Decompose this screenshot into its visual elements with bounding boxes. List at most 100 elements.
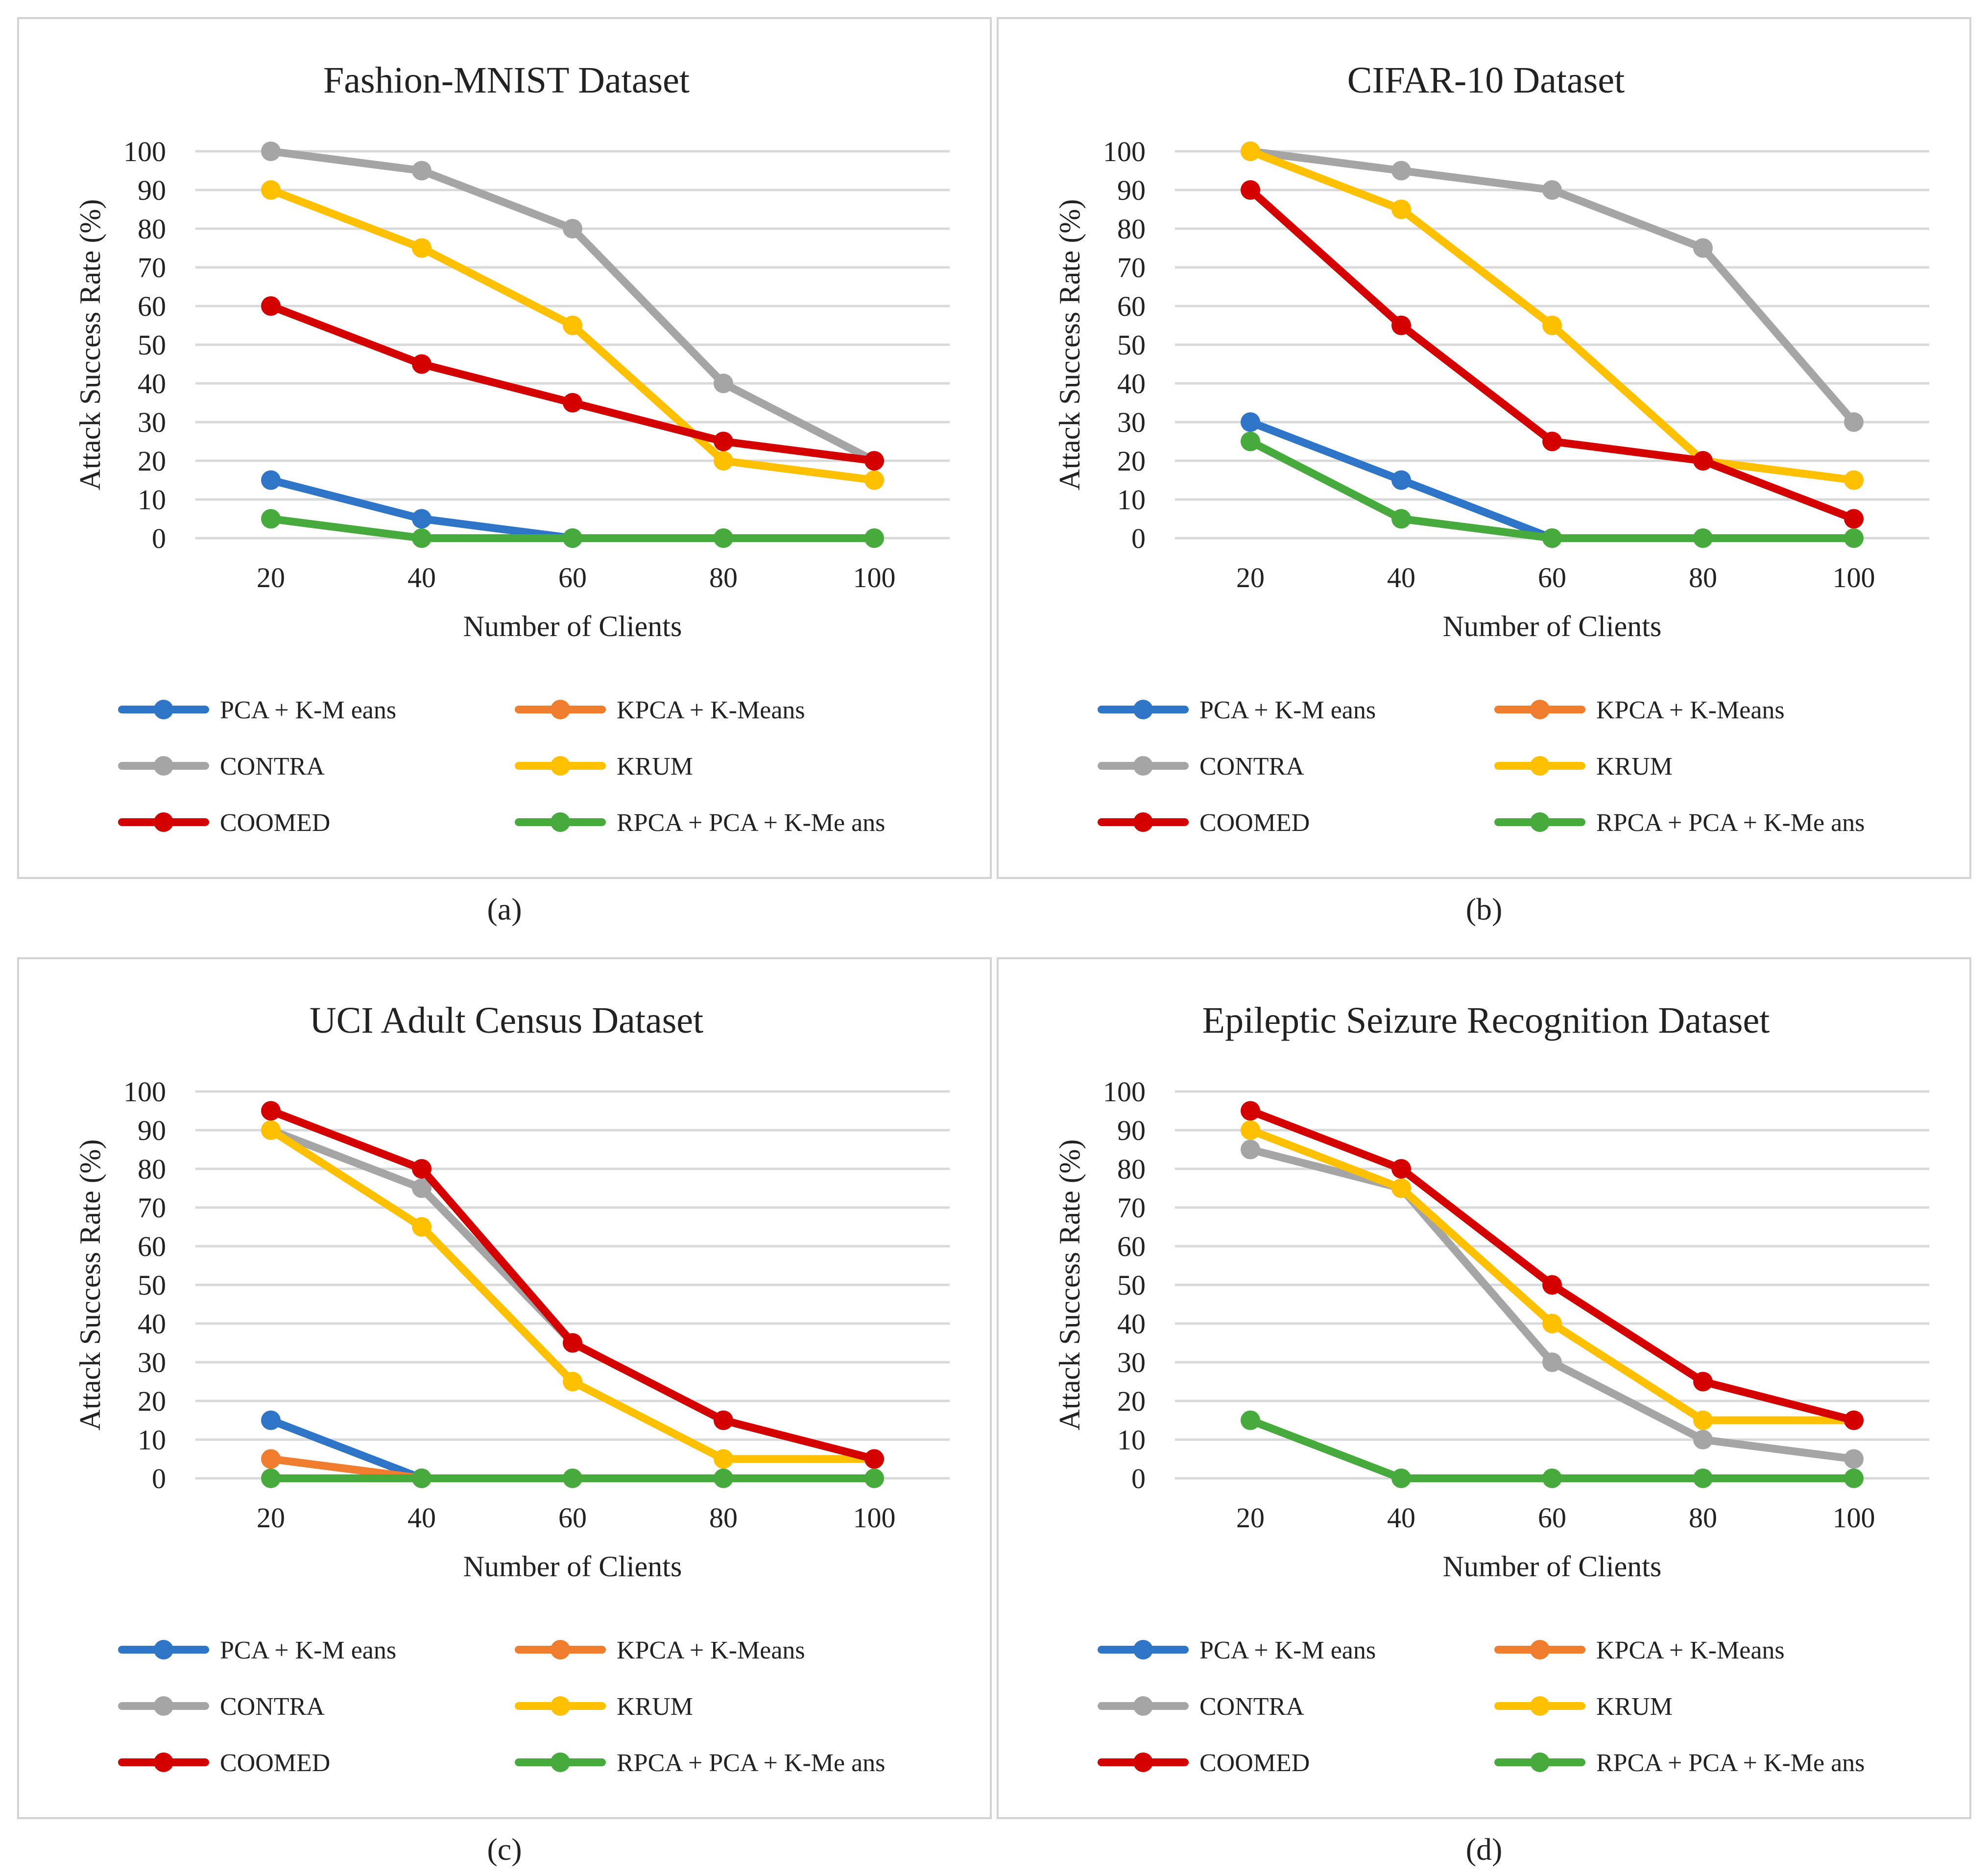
x-tick-label: 80: [709, 562, 738, 593]
legend-item-rpca-pca-k-means: RPCA + PCA + K-Me ans: [1494, 809, 1865, 837]
data-point: [1542, 180, 1562, 200]
y-tick-label: 90: [1117, 174, 1146, 206]
y-tick-label: 10: [138, 1424, 166, 1456]
x-axis-label: Number of Clients: [1443, 610, 1662, 642]
data-point: [714, 1449, 733, 1469]
series-rpca-pca-k-means: [1241, 431, 1864, 548]
data-point: [563, 315, 582, 335]
x-tick-label: 20: [257, 562, 285, 593]
y-axis-label: Attack Success Rate (%): [74, 1139, 106, 1431]
x-tick-label: 80: [1689, 1502, 1717, 1534]
legend-item-coomed: COOMED: [118, 809, 330, 837]
data-point: [412, 238, 431, 258]
data-point: [1391, 470, 1411, 490]
legend-label: KRUM: [617, 753, 693, 781]
data-point: [1241, 412, 1260, 432]
data-point: [563, 1333, 582, 1353]
y-tick-label: 20: [138, 1385, 166, 1417]
data-point: [714, 1410, 733, 1430]
legend-marker: [1530, 700, 1550, 719]
legend-label: KRUM: [1596, 753, 1673, 781]
legend-item-contra: CONTRA: [118, 753, 325, 781]
legend-label: PCA + K-M eans: [220, 696, 396, 724]
legend-marker: [154, 1696, 173, 1716]
chart-title: Epileptic Seizure Recognition Dataset: [1202, 1000, 1770, 1041]
y-tick-label: 50: [138, 1269, 166, 1301]
legend-marker: [1133, 756, 1153, 776]
legend-marker: [1530, 1696, 1550, 1716]
y-tick-label: 60: [138, 290, 166, 322]
legend-marker: [154, 700, 173, 719]
legend-label: CONTRA: [220, 753, 325, 781]
legend-item-coomed: COOMED: [1098, 809, 1310, 837]
data-point: [563, 528, 582, 548]
chart-panel-a: Fashion-MNIST Dataset 0 10 20 30 40 50 60 70 80 90…: [17, 17, 992, 879]
y-tick-label: 60: [1117, 290, 1146, 322]
y-tick-label: 90: [1117, 1114, 1146, 1146]
legend-marker: [1530, 756, 1550, 776]
data-point: [1844, 1410, 1864, 1430]
data-point: [1844, 509, 1864, 529]
data-point: [1542, 1469, 1562, 1488]
legend-item-krum: KRUM: [515, 1693, 693, 1721]
chart-panel-c: UCI Adult Census Dataset 0 10 20 30 40 50 60 70 8…: [17, 957, 992, 1819]
legend-label: KPCA + K-Means: [617, 1636, 805, 1664]
y-tick-label: 90: [138, 1114, 166, 1146]
series-krum: [261, 1120, 884, 1469]
data-point: [1542, 431, 1562, 451]
data-point: [412, 528, 431, 548]
y-tick-label: 70: [1117, 252, 1146, 284]
data-point: [1844, 1449, 1864, 1469]
data-point: [1241, 180, 1260, 200]
legend-label: RPCA + PCA + K-Me ans: [1596, 1749, 1865, 1777]
series-line: [267, 1416, 426, 1482]
legend-marker: [551, 700, 570, 719]
legend-item-coomed: COOMED: [118, 1749, 330, 1777]
legend-item-krum: KRUM: [1494, 753, 1673, 781]
data-point: [1391, 315, 1411, 335]
legend-item-pca-k-means: PCA + K-M eans: [1098, 1636, 1376, 1664]
legend-item-contra: CONTRA: [1098, 753, 1304, 781]
y-tick-label: 0: [1131, 1463, 1146, 1494]
data-point: [1241, 1410, 1260, 1430]
data-point: [714, 528, 733, 548]
series-contra: [261, 1120, 884, 1469]
legend-label: COOMED: [220, 1749, 330, 1777]
data-point: [261, 1101, 281, 1121]
data-point: [864, 1449, 884, 1469]
y-tick-label: 10: [1117, 484, 1146, 516]
data-point: [412, 1469, 431, 1488]
y-tick-label: 20: [1117, 445, 1146, 477]
data-point: [261, 1469, 281, 1488]
y-tick-label: 30: [138, 406, 166, 438]
legend-marker: [551, 1753, 570, 1772]
legend-marker: [1530, 1640, 1550, 1659]
data-point: [1693, 1372, 1713, 1392]
data-point: [1241, 142, 1260, 161]
data-point: [1693, 1469, 1713, 1488]
y-tick-label: 100: [123, 1076, 166, 1108]
legend-marker: [551, 1640, 570, 1659]
legend-item-krum: KRUM: [515, 753, 693, 781]
caption-a: (a): [487, 892, 522, 926]
y-tick-label: 40: [1117, 368, 1146, 400]
data-point: [1391, 161, 1411, 181]
y-tick-label: 0: [152, 1463, 166, 1494]
y-tick-label: 100: [1103, 1076, 1146, 1108]
x-tick-label: 60: [1538, 1502, 1566, 1534]
data-point: [563, 1469, 582, 1488]
chart-title: Fashion-MNIST Dataset: [323, 60, 690, 101]
legend-label: KRUM: [1596, 1693, 1673, 1721]
y-tick-label: 0: [152, 522, 166, 554]
chart-panel-d: Epileptic Seizure Recognition Dataset 0 10…: [997, 957, 1971, 1819]
data-point: [1844, 470, 1864, 490]
data-point: [412, 509, 431, 529]
data-point: [1241, 431, 1260, 451]
legend-label: KRUM: [617, 1693, 693, 1721]
legend-marker: [1133, 700, 1153, 719]
y-tick-label: 60: [1117, 1231, 1146, 1262]
data-point: [1693, 451, 1713, 471]
x-tick-label: 60: [558, 1502, 587, 1534]
y-tick-label: 30: [138, 1347, 166, 1378]
legend-item-kpca-k-means: KPCA + K-Means: [515, 1636, 805, 1664]
